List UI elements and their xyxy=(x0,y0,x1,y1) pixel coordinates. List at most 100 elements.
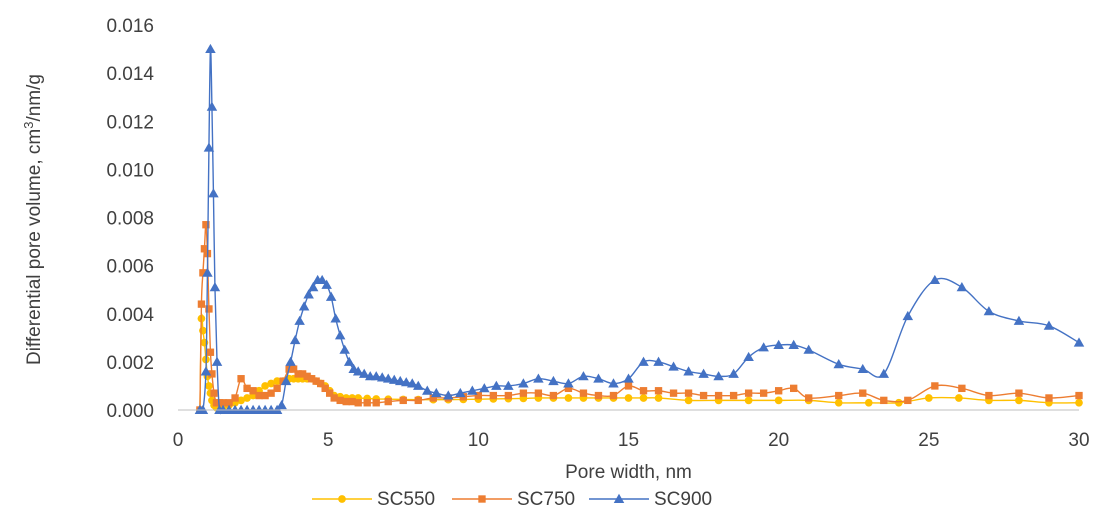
series-sc900-point xyxy=(352,366,364,376)
x-axis-ticks: 0 5 10 15 20 25 30 xyxy=(173,430,1090,451)
series-sc750-point xyxy=(790,384,798,393)
x-tick-label: 25 xyxy=(918,430,939,451)
series-sc750-point xyxy=(237,375,245,383)
legend-item-sc750: SC750 xyxy=(452,489,575,510)
series-sc550-point xyxy=(237,396,245,405)
series-sc750-point xyxy=(225,399,233,407)
series-sc750-point xyxy=(699,391,708,400)
series-sc750-point xyxy=(205,305,213,313)
series-sc900 xyxy=(194,43,1085,415)
series-sc750-point xyxy=(321,384,329,393)
series-sc750-point xyxy=(639,387,648,395)
series-sc750-point xyxy=(336,396,344,405)
series-sc750-point xyxy=(429,394,437,402)
series-sc550-point xyxy=(624,394,633,402)
series-sc750-point xyxy=(1045,394,1053,402)
series-sc750-point xyxy=(325,389,334,397)
series-sc900-point xyxy=(479,383,490,393)
y-tick-label: 0.006 xyxy=(106,257,154,278)
series-sc900-point xyxy=(271,404,283,414)
series-sc900-point xyxy=(321,279,332,289)
series-sc550-point xyxy=(243,394,251,402)
series-sc900-point xyxy=(325,291,337,301)
series-sc750-point xyxy=(805,394,813,402)
legend-item-sc900: SC900 xyxy=(589,489,712,510)
series-sc900-point xyxy=(209,282,221,292)
series-sc750-point xyxy=(303,372,311,380)
series-sc900-point xyxy=(200,366,212,376)
series-sc750-point xyxy=(330,394,338,402)
series-sc900-point xyxy=(518,378,529,388)
series-sc750-point xyxy=(348,397,356,406)
y-tick-label: 0.000 xyxy=(106,401,154,422)
legend-label-sc900: SC900 xyxy=(654,489,712,510)
series-sc900-point xyxy=(878,368,890,378)
series-sc750-point xyxy=(474,391,483,400)
series-sc550-point xyxy=(924,394,933,402)
y-tick-label: 0.002 xyxy=(106,353,154,374)
series-sc750 xyxy=(196,221,1083,414)
series-sc900-point xyxy=(334,330,346,340)
series-sc750-point xyxy=(1015,389,1023,397)
series-sc550-point xyxy=(774,396,783,405)
series-sc550-point xyxy=(199,326,207,335)
series-sc550-point xyxy=(684,396,693,405)
series-sc900-point xyxy=(743,351,754,361)
series-sc900-point xyxy=(1043,320,1055,330)
series-sc900-point xyxy=(285,356,296,366)
series-sc900-point xyxy=(713,371,724,381)
series-sc750-point xyxy=(729,391,738,400)
series-sc900-point xyxy=(773,339,784,349)
series-sc900-point xyxy=(206,101,218,111)
series-sc900-point xyxy=(208,188,219,198)
series-sc750-point xyxy=(549,391,558,400)
y-axis-title: Differential pore volume, cm3/nm/g xyxy=(21,74,46,365)
series-sc900-point xyxy=(698,368,709,378)
series-sc750-point xyxy=(534,389,543,397)
series-sc750-point xyxy=(197,300,206,308)
series-sc750-point xyxy=(200,245,209,253)
series-sc900-point xyxy=(578,371,589,381)
y-tick-label: 0.014 xyxy=(106,64,154,85)
legend-item-sc550: SC550 xyxy=(312,489,435,510)
legend-swatch-marker xyxy=(338,495,346,503)
series-sc900-point xyxy=(956,282,968,292)
series-sc900-point xyxy=(431,387,442,398)
series-sc750-point xyxy=(859,389,867,397)
series-sc900-point xyxy=(788,339,799,349)
series-sc900-point xyxy=(833,359,844,369)
series-sc900-point xyxy=(638,356,649,366)
series-sc750-point xyxy=(714,391,723,400)
series-sc750-point xyxy=(835,391,843,400)
series-sc550-point xyxy=(205,382,213,390)
x-tick-label: 5 xyxy=(323,430,334,451)
series-sc550-point xyxy=(654,394,663,402)
series-sc900-point xyxy=(623,373,634,383)
series-sc900-point xyxy=(608,378,619,388)
series-sc900-point xyxy=(902,310,914,321)
y-axis-ticks: 0.000 0.002 0.004 0.006 0.008 0.010 0.012 0.014… xyxy=(106,16,154,422)
series-sc900-point xyxy=(983,306,995,316)
y-tick-label: 0.004 xyxy=(106,305,154,326)
series-sc550-point xyxy=(639,394,648,402)
series-sc900-point xyxy=(280,375,292,386)
series-sc750-point xyxy=(519,389,528,397)
series-sc550-point xyxy=(864,398,873,407)
plot-area xyxy=(194,43,1085,415)
series-sc750-point xyxy=(414,396,422,405)
series-sc750-point xyxy=(273,384,281,393)
series-sc750-point xyxy=(219,399,227,407)
series-sc550-point xyxy=(1075,398,1083,407)
series-sc750-point xyxy=(363,399,371,407)
series-sc900-point xyxy=(382,373,394,383)
series-sc750-point xyxy=(985,391,993,400)
series-sc900-point xyxy=(330,313,341,323)
series-sc750-point xyxy=(624,382,633,390)
series-sc550-point xyxy=(564,394,573,402)
series-sc900-point xyxy=(857,363,869,374)
series-sc900-point xyxy=(294,315,305,325)
series-sc750-point xyxy=(199,269,207,277)
series-sc900-point xyxy=(307,282,319,292)
y-tick-label: 0.010 xyxy=(106,160,154,181)
series-sc900-point xyxy=(303,289,314,299)
